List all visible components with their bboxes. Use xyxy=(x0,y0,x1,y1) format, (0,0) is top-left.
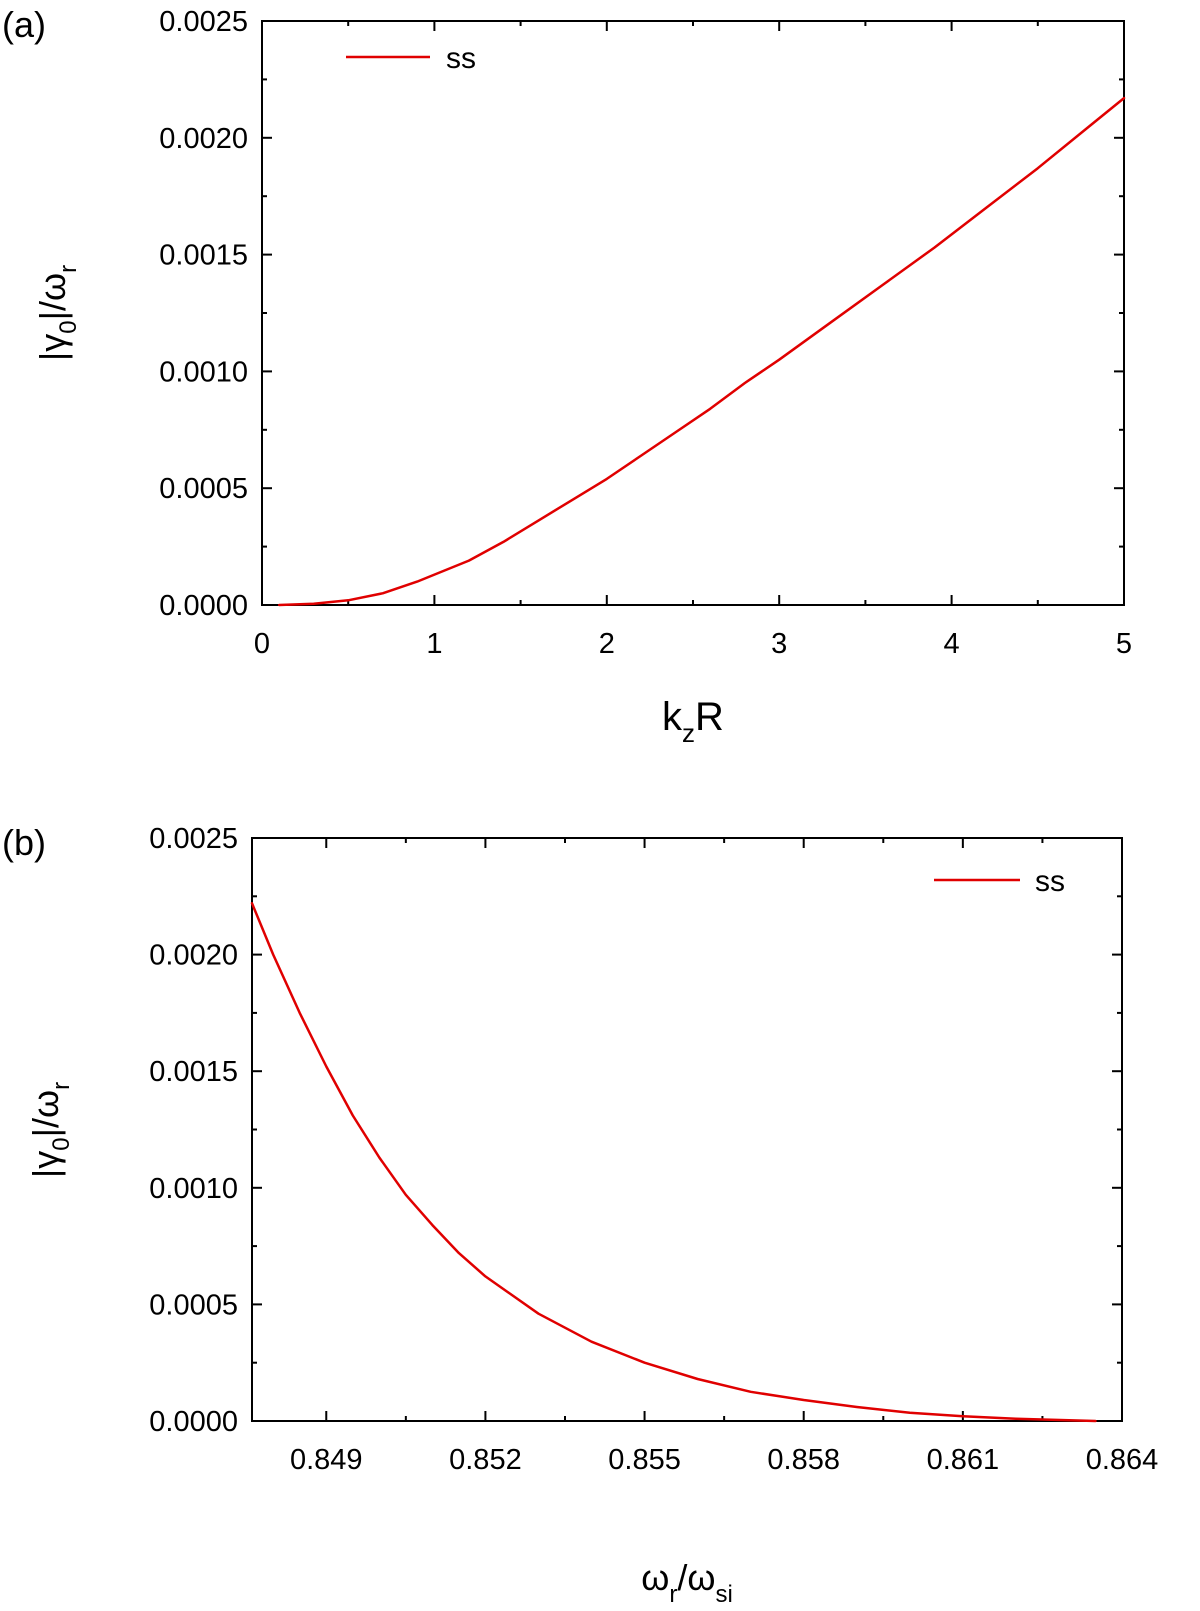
x-tick-label: 3 xyxy=(771,628,787,660)
x-tick-label: 0 xyxy=(254,628,270,660)
x-tick-label: 0.855 xyxy=(608,1444,681,1476)
y-tick-label: 0.0000 xyxy=(159,590,248,622)
x-tick-label: 0.849 xyxy=(290,1444,363,1476)
plot-frame xyxy=(261,20,1125,606)
y-tick-label: 0.0010 xyxy=(159,356,248,388)
x-tick-label: 5 xyxy=(1116,628,1132,660)
series-line-ss xyxy=(277,96,1126,607)
panel-label: (a) xyxy=(2,4,46,45)
chart-panel-a: 0 1 2 3 4 5 0.0000 0.0005 0.0010 0.0015 0.0020 0.00… xyxy=(2,4,1132,748)
x-axis-title: ωr/ωsi xyxy=(641,1557,733,1608)
y-tick-label: 0.0025 xyxy=(149,823,238,855)
x-tick-label: 0.861 xyxy=(927,1444,1000,1476)
x-axis-title: kzR xyxy=(662,695,724,748)
y-axis-title: |γ0|/ωr xyxy=(32,265,82,361)
series-line-ss xyxy=(250,902,1097,1423)
legend-label: ss xyxy=(1035,865,1065,898)
y-axis-title: |γ0|/ωr xyxy=(25,1082,75,1178)
y-tick-label: 0.0015 xyxy=(149,1056,238,1088)
y-tick-label: 0.0005 xyxy=(159,473,248,505)
y-tick-label: 0.0020 xyxy=(159,123,248,155)
y-tick-label: 0.0005 xyxy=(149,1289,238,1321)
y-tick-label: 0.0025 xyxy=(159,6,248,38)
x-tick-label: 2 xyxy=(599,628,615,660)
x-tick-label: 4 xyxy=(944,628,960,660)
x-tick-label: 0.864 xyxy=(1086,1444,1159,1476)
y-tick-label: 0.0000 xyxy=(149,1406,238,1438)
y-tick-label: 0.0010 xyxy=(149,1173,238,1205)
y-tick-label: 0.0015 xyxy=(159,240,248,272)
x-tick-label: 0.858 xyxy=(767,1444,840,1476)
chart-panel-b: 0.849 0.852 0.855 0.858 0.861 0.864 0.0000 0.00… xyxy=(2,822,1158,1608)
plot-frame xyxy=(251,837,1123,1422)
x-tick-label: 1 xyxy=(426,628,442,660)
y-tick-label: 0.0020 xyxy=(149,940,238,972)
panel-label: (b) xyxy=(2,822,46,863)
legend-label: ss xyxy=(446,42,476,75)
x-tick-label: 0.852 xyxy=(449,1444,522,1476)
